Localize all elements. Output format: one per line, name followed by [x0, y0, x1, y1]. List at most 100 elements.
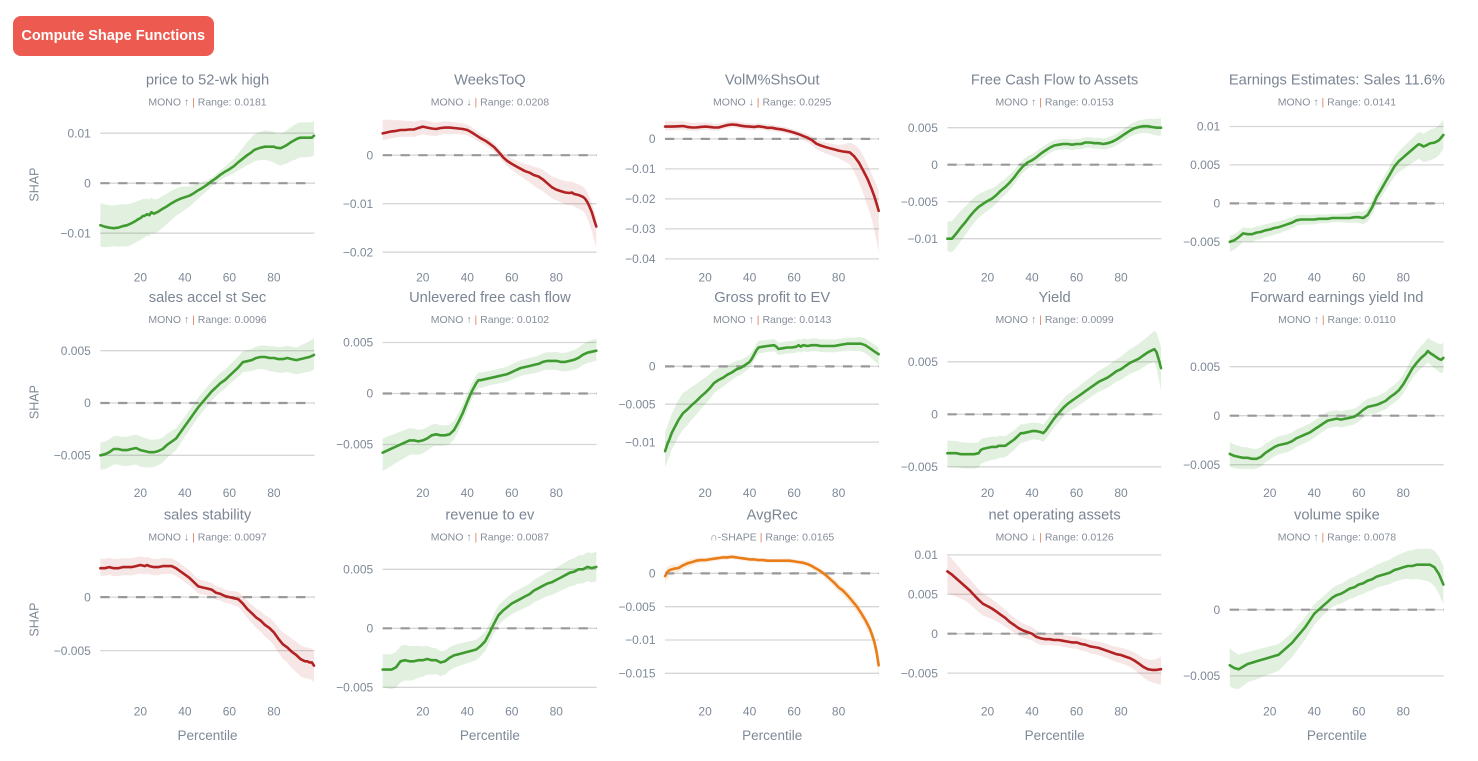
svg-text:0: 0 — [367, 622, 374, 636]
svg-text:−0.005: −0.005 — [336, 681, 373, 695]
svg-text:MONO ↓ | Range: 0.0208: MONO ↓ | Range: 0.0208 — [431, 96, 549, 108]
svg-text:SHAP: SHAP — [28, 385, 42, 419]
svg-text:−0.005: −0.005 — [1183, 235, 1220, 249]
svg-text:20: 20 — [416, 270, 430, 284]
svg-text:Unlevered free cash flow: Unlevered free cash flow — [409, 290, 571, 306]
svg-text:0: 0 — [84, 176, 91, 190]
svg-text:MONO ↑ | Range: 0.0078: MONO ↑ | Range: 0.0078 — [1278, 531, 1396, 543]
svg-text:40: 40 — [461, 486, 475, 500]
svg-text:0: 0 — [367, 148, 374, 162]
svg-text:0.005: 0.005 — [1190, 360, 1220, 374]
svg-text:0: 0 — [84, 396, 91, 410]
svg-text:0.005: 0.005 — [1190, 158, 1220, 172]
svg-text:VolM%ShsOut: VolM%ShsOut — [725, 72, 820, 88]
svg-text:SHAP: SHAP — [28, 603, 42, 637]
svg-text:80: 80 — [267, 270, 281, 284]
svg-text:0: 0 — [931, 158, 938, 172]
svg-text:−0.01: −0.01 — [625, 435, 656, 449]
svg-text:60: 60 — [223, 486, 237, 500]
svg-text:−0.02: −0.02 — [343, 245, 374, 259]
svg-text:MONO ↑ | Range: 0.0181: MONO ↑ | Range: 0.0181 — [148, 96, 266, 108]
svg-text:40: 40 — [743, 486, 757, 500]
svg-text:20: 20 — [1263, 486, 1277, 500]
svg-text:40: 40 — [743, 270, 757, 284]
svg-text:20: 20 — [416, 704, 430, 718]
svg-text:−0.005: −0.005 — [54, 644, 91, 658]
svg-text:40: 40 — [1308, 704, 1322, 718]
svg-text:0: 0 — [84, 590, 91, 604]
svg-text:−0.01: −0.01 — [625, 633, 656, 647]
svg-text:40: 40 — [743, 704, 757, 718]
svg-text:−0.005: −0.005 — [901, 666, 938, 680]
svg-text:−0.005: −0.005 — [901, 460, 938, 474]
svg-text:−0.04: −0.04 — [625, 252, 656, 266]
svg-text:−0.03: −0.03 — [625, 222, 656, 236]
svg-text:−0.02: −0.02 — [625, 192, 656, 206]
svg-text:sales stability: sales stability — [164, 507, 252, 523]
svg-text:MONO ↑ | Range: 0.0153: MONO ↑ | Range: 0.0153 — [995, 96, 1113, 108]
svg-text:80: 80 — [267, 486, 281, 500]
svg-text:−0.005: −0.005 — [54, 449, 91, 463]
svg-text:Gross profit to EV: Gross profit to EV — [714, 290, 830, 306]
svg-text:−0.005: −0.005 — [901, 195, 938, 209]
svg-text:60: 60 — [505, 486, 519, 500]
svg-text:Percentile: Percentile — [1307, 728, 1367, 743]
svg-text:−0.01: −0.01 — [625, 162, 656, 176]
svg-text:80: 80 — [550, 270, 564, 284]
svg-text:MONO ↑ | Range: 0.0102: MONO ↑ | Range: 0.0102 — [431, 314, 549, 326]
svg-text:20: 20 — [981, 486, 995, 500]
svg-text:−0.005: −0.005 — [1183, 458, 1220, 472]
svg-text:80: 80 — [1397, 486, 1411, 500]
svg-text:WeeksToQ: WeeksToQ — [454, 72, 526, 88]
svg-text:60: 60 — [223, 704, 237, 718]
svg-text:Yield: Yield — [1039, 290, 1071, 306]
svg-text:80: 80 — [267, 704, 281, 718]
svg-text:0: 0 — [367, 387, 374, 401]
svg-text:40: 40 — [1025, 486, 1039, 500]
svg-text:20: 20 — [698, 486, 712, 500]
svg-text:price to 52-wk high: price to 52-wk high — [146, 72, 269, 88]
svg-text:MONO ↑ | Range: 0.0110: MONO ↑ | Range: 0.0110 — [1278, 314, 1396, 326]
svg-text:AvgRec: AvgRec — [747, 507, 798, 523]
svg-text:80: 80 — [832, 486, 846, 500]
svg-text:60: 60 — [787, 270, 801, 284]
svg-text:20: 20 — [134, 704, 148, 718]
svg-text:20: 20 — [698, 704, 712, 718]
svg-text:60: 60 — [1070, 704, 1084, 718]
svg-text:60: 60 — [1070, 486, 1084, 500]
svg-text:0: 0 — [1214, 409, 1221, 423]
svg-text:20: 20 — [981, 704, 995, 718]
svg-text:60: 60 — [1352, 486, 1366, 500]
svg-text:80: 80 — [1114, 704, 1128, 718]
svg-text:0.005: 0.005 — [343, 336, 373, 350]
svg-text:−0.015: −0.015 — [618, 667, 655, 681]
svg-text:0: 0 — [1214, 603, 1221, 617]
svg-text:60: 60 — [1070, 270, 1084, 284]
svg-text:60: 60 — [223, 270, 237, 284]
svg-text:40: 40 — [178, 270, 192, 284]
svg-text:MONO ↑ | Range: 0.0099: MONO ↑ | Range: 0.0099 — [995, 314, 1113, 326]
svg-text:MONO ↑ | Range: 0.0087: MONO ↑ | Range: 0.0087 — [431, 531, 549, 543]
svg-text:0: 0 — [931, 408, 938, 422]
svg-text:0.005: 0.005 — [343, 563, 373, 577]
svg-text:60: 60 — [505, 270, 519, 284]
svg-text:MONO ↑ | Range: 0.0096: MONO ↑ | Range: 0.0096 — [148, 314, 266, 326]
svg-text:Percentile: Percentile — [460, 728, 520, 743]
svg-text:MONO ↓ | Range: 0.0097: MONO ↓ | Range: 0.0097 — [148, 531, 266, 543]
svg-text:0: 0 — [649, 132, 656, 146]
svg-text:−0.005: −0.005 — [1183, 669, 1220, 683]
svg-text:0.01: 0.01 — [915, 548, 939, 562]
svg-text:80: 80 — [1114, 270, 1128, 284]
svg-text:Percentile: Percentile — [177, 728, 237, 743]
svg-text:−0.005: −0.005 — [618, 600, 655, 614]
svg-text:40: 40 — [1308, 486, 1322, 500]
svg-text:40: 40 — [461, 270, 475, 284]
svg-text:80: 80 — [832, 270, 846, 284]
svg-text:Earnings Estimates: Sales 11.6: Earnings Estimates: Sales 11.6% — [1229, 72, 1445, 88]
svg-text:−0.005: −0.005 — [618, 397, 655, 411]
svg-text:60: 60 — [787, 704, 801, 718]
svg-text:20: 20 — [134, 486, 148, 500]
svg-text:0: 0 — [931, 627, 938, 641]
svg-text:0.005: 0.005 — [908, 121, 938, 135]
svg-text:−0.005: −0.005 — [336, 438, 373, 452]
